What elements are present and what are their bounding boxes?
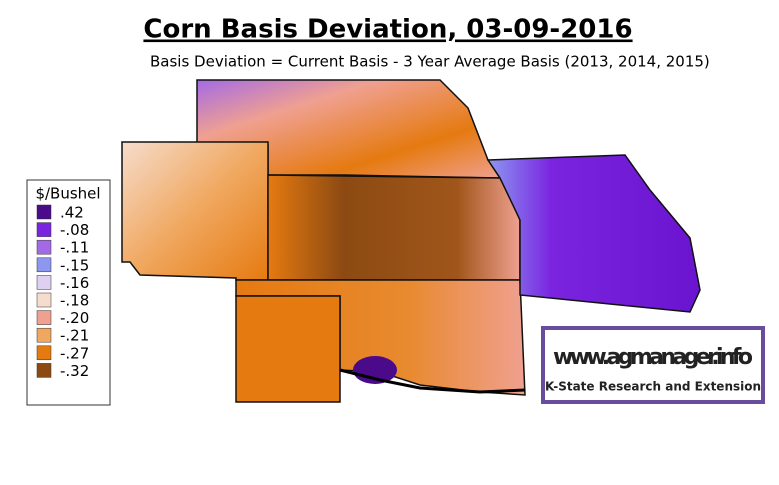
legend-label: -.11 bbox=[60, 239, 89, 257]
colorado bbox=[121, 141, 269, 281]
states bbox=[121, 79, 701, 403]
kansas bbox=[267, 174, 521, 281]
legend-swatch bbox=[36, 275, 52, 290]
legend-label: -.18 bbox=[60, 292, 89, 310]
legend-label: -.27 bbox=[60, 344, 89, 362]
legend-items: .42-.08-.11-.15-.16-.18-.20-.21-.27-.32 bbox=[36, 204, 89, 380]
legend-label: -.20 bbox=[60, 309, 89, 327]
red-river bbox=[339, 368, 526, 394]
legend: $/Bushel .42-.08-.11-.15-.16-.18-.20-.21… bbox=[26, 179, 111, 406]
legend-swatch bbox=[36, 257, 52, 273]
legend-label: -.16 bbox=[60, 274, 89, 292]
subtitle: Basis Deviation = Current Basis - 3 Year… bbox=[150, 53, 710, 71]
legend-swatch bbox=[36, 345, 52, 361]
missouri bbox=[486, 154, 701, 313]
legend-label: -.32 bbox=[60, 362, 89, 380]
legend-swatch bbox=[36, 222, 52, 237]
legend-label: -.08 bbox=[60, 221, 89, 239]
logo: www.agmanager.info K-State Research and … bbox=[541, 326, 765, 404]
legend-swatch bbox=[36, 292, 52, 308]
legend-swatch bbox=[36, 204, 52, 220]
legend-swatch bbox=[36, 239, 52, 255]
logo-box bbox=[541, 326, 765, 404]
legend-label: -.15 bbox=[60, 256, 89, 274]
legend-swatch bbox=[36, 363, 52, 378]
title: Corn Basis Deviation, 03-09-2016 bbox=[143, 15, 632, 45]
legend-swatch bbox=[36, 327, 52, 343]
legend-title: $/Bushel bbox=[35, 185, 100, 203]
legend-swatch bbox=[36, 310, 52, 325]
oklahoma-panhandle-texas bbox=[235, 295, 341, 403]
legend-label: -.21 bbox=[60, 327, 89, 345]
legend-label: .42 bbox=[60, 204, 84, 222]
logo-org: K-State Research and Extension bbox=[545, 380, 761, 394]
logo-url: www.agmanager.info bbox=[553, 345, 753, 370]
